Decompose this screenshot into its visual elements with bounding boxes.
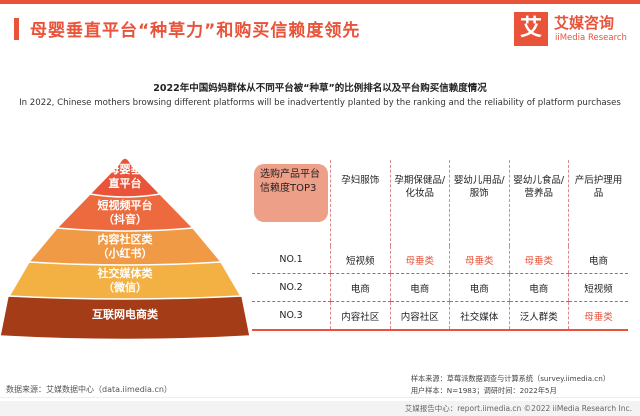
sample-source: 样本来源：草莓派数据调查与计算系统（survey.iimedia.cn）	[410, 374, 610, 383]
column-header: 孕妇服饰	[330, 160, 390, 246]
page-title: 母婴垂直平台“种草力”和购买信赖度领先	[30, 21, 361, 41]
table-cell: 母垂类	[568, 301, 628, 331]
table-cell: 母垂类	[449, 246, 509, 274]
table-cell: 母垂类	[508, 246, 569, 274]
table-cell: 电商	[449, 273, 509, 302]
rank-label: NO.3	[252, 301, 331, 331]
table-cell: 内容社区	[389, 301, 450, 331]
pyramid-layer-label: 社交媒体类 （微信）	[65, 267, 185, 295]
table-cell: 电商	[389, 273, 450, 302]
brand-logo: 艾 艾媒咨询 iiMedia Research	[514, 8, 634, 52]
table-corner-label: 选购产品平台信赖度TOP3	[254, 164, 328, 222]
trust-table: 选购产品平台信赖度TOP3 孕妇服饰 孕期保健品/化妆品 婴幼儿用品/服饰 婴幼儿食品…	[252, 160, 628, 331]
footer-copyright: 艾媒报告中心：report.iimedia.cn ©2022 iiMedia R…	[404, 404, 632, 413]
table-cell: 母垂类	[389, 246, 450, 274]
table-cell: 电商	[568, 246, 628, 274]
table-cell: 电商	[508, 273, 569, 302]
pyramid-layer-label: 互联网电商类	[65, 308, 185, 322]
pyramid-label-line1: 内容社区类	[97, 233, 153, 246]
pyramid-label-line2: （微信）	[103, 281, 147, 294]
table-cell: 内容社区	[330, 301, 390, 331]
pyramid-label-line2: （小红书）	[97, 247, 153, 260]
pyramid-graphic	[0, 157, 251, 341]
table-row: NO.3 内容社区 内容社区 社交媒体 泛人群类 母垂类	[252, 301, 628, 331]
trust-ranking-table: 选购产品平台信赖度TOP3 孕妇服饰 孕期保健品/化妆品 婴幼儿用品/服饰 婴幼儿食品…	[252, 160, 628, 331]
data-source: 数据来源：艾媒数据中心（data.iimedia.cn）	[6, 385, 172, 394]
sample-info: 样本来源：草莓派数据调查与计算系统（survey.iimedia.cn） 用户样…	[411, 373, 610, 397]
column-header: 孕期保健品/化妆品	[389, 160, 450, 246]
pyramid-label-line2: （抖音）	[103, 213, 147, 226]
rank-label: NO.1	[252, 246, 331, 274]
pyramid-label-line2: 直平台	[108, 177, 142, 190]
footer-divider	[0, 397, 640, 398]
platform-pyramid: 母婴垂 直平台 短视频平台 （抖音） 内容社区类 （小红书） 社交媒体类 （微信） 互联网电商类	[0, 150, 251, 354]
pyramid-label-line1: 母婴垂	[108, 163, 142, 176]
top-accent-bar	[0, 0, 640, 4]
table-corner-cell: 选购产品平台信赖度TOP3	[252, 160, 331, 246]
footer-bar	[0, 401, 640, 416]
table-row: NO.1 短视频 母垂类 母垂类 母垂类 电商	[252, 246, 628, 274]
pyramid-layer-label: 内容社区类 （小红书）	[65, 233, 185, 261]
sample-size: 用户样本：N=1983；调研时间：2022年5月	[410, 386, 557, 395]
table-cell: 短视频	[568, 273, 628, 302]
column-header: 婴幼儿用品/服饰	[449, 160, 509, 246]
pyramid-label-line1: 社交媒体类	[97, 267, 153, 280]
chart-subtitle-en: In 2022, Chinese mothers browsing differ…	[19, 98, 621, 108]
logo-name-en: iiMedia Research	[555, 33, 627, 43]
table-cell: 短视频	[330, 246, 390, 274]
column-header: 产后护理用品	[568, 160, 628, 246]
rank-label: NO.2	[252, 273, 331, 302]
table-cell: 社交媒体	[449, 301, 509, 331]
chart-subtitle-cn: 2022年中国妈妈群体从不同平台被“种草”的比例排名以及平台购买信赖度情况	[153, 83, 487, 94]
column-header: 婴幼儿食品/营养品	[508, 160, 569, 246]
pyramid-label-line1: 互联网电商类	[92, 308, 158, 321]
table-cell: 电商	[330, 273, 390, 302]
pyramid-label-line1: 短视频平台	[97, 199, 153, 212]
logo-mark-icon: 艾	[514, 12, 548, 46]
pyramid-layer-label: 母婴垂 直平台	[65, 163, 185, 191]
logo-name-cn: 艾媒咨询	[554, 14, 615, 32]
pyramid-layer-label: 短视频平台 （抖音）	[65, 199, 185, 227]
table-cell: 泛人群类	[508, 301, 569, 331]
title-accent-mark	[14, 18, 19, 40]
table-row: NO.2 电商 电商 电商 电商 短视频	[252, 273, 628, 302]
